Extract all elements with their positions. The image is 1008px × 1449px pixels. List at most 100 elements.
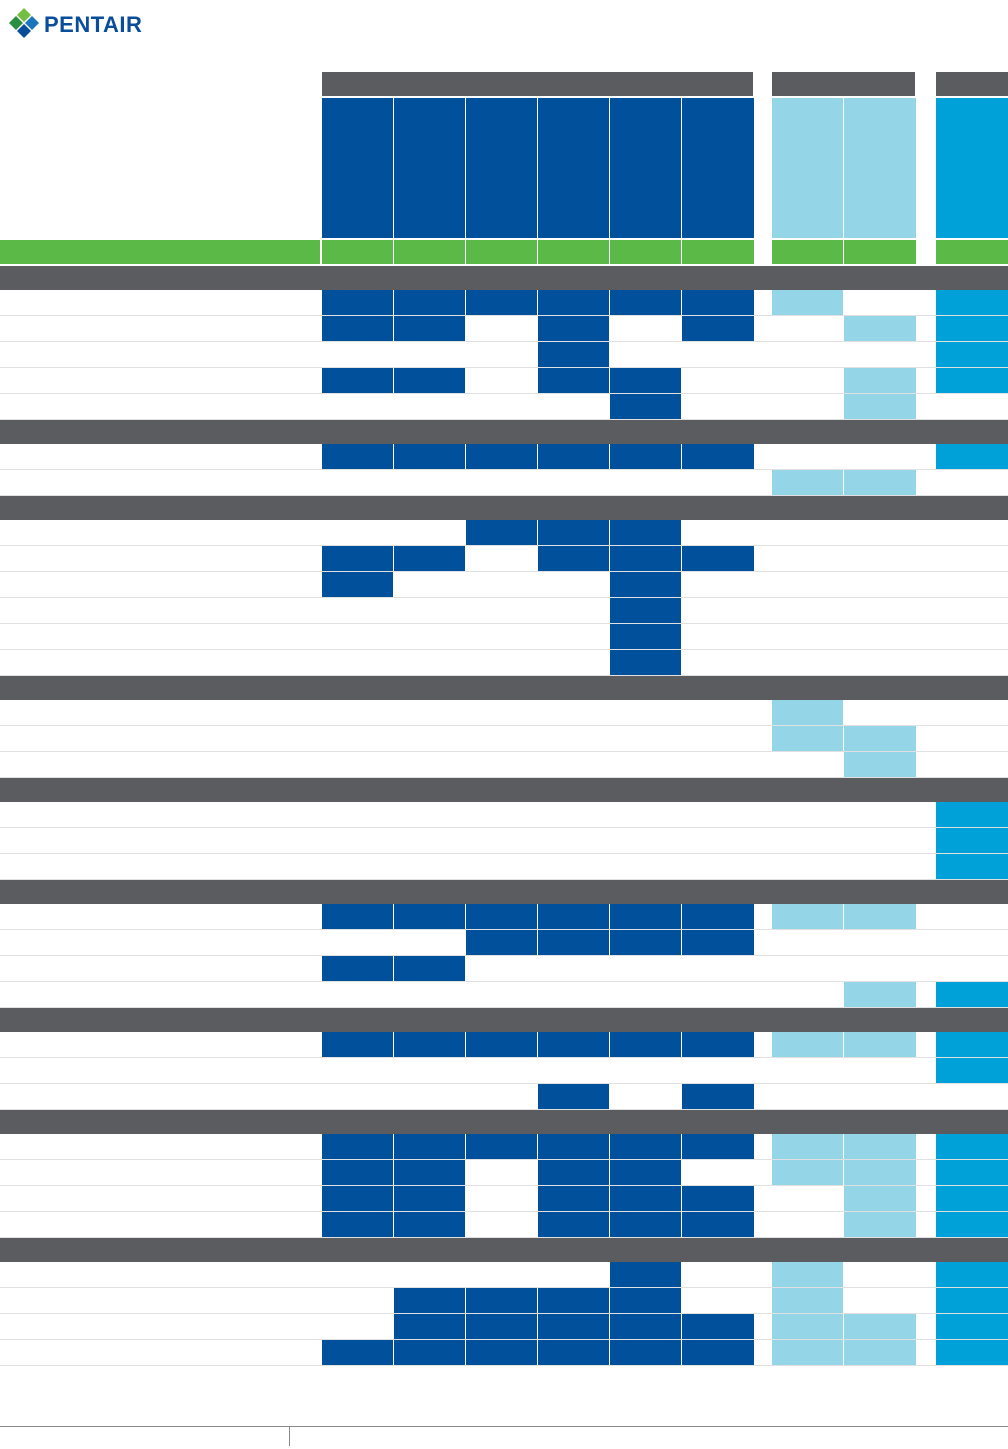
feature-cell	[322, 572, 393, 597]
feature-cell	[322, 444, 393, 469]
footer-divider	[289, 1426, 290, 1446]
row-label	[0, 1288, 318, 1313]
row-divider	[0, 981, 1008, 982]
column-header-c9	[936, 98, 1008, 238]
feature-cell	[682, 1314, 754, 1339]
row-label	[0, 1134, 318, 1159]
row-divider	[0, 495, 1008, 496]
column-header-c4	[538, 98, 609, 238]
feature-cell	[538, 930, 609, 955]
feature-cell	[322, 956, 393, 981]
row-label	[0, 1340, 318, 1365]
row-label	[0, 752, 318, 777]
feature-cell	[538, 520, 609, 545]
green-band-label	[0, 240, 320, 264]
feature-cell	[394, 1288, 465, 1313]
row-divider	[0, 1365, 1008, 1366]
feature-cell	[394, 290, 465, 315]
feature-cell	[772, 1340, 843, 1365]
row-divider	[0, 751, 1008, 752]
feature-cell	[466, 290, 537, 315]
row-label	[0, 520, 318, 545]
row-divider	[0, 469, 1008, 470]
column-header-c6	[682, 98, 754, 238]
feature-cell	[610, 1032, 681, 1057]
feature-cell	[394, 1160, 465, 1185]
feature-cell	[936, 1186, 1008, 1211]
feature-cell	[538, 1288, 609, 1313]
feature-cell	[682, 1212, 754, 1237]
feature-cell	[772, 1314, 843, 1339]
feature-cell	[538, 342, 609, 367]
feature-cell	[772, 904, 843, 929]
feature-cell	[936, 444, 1008, 469]
feature-cell	[466, 1032, 537, 1057]
feature-cell	[682, 316, 754, 341]
pentair-logo: PENTAIR	[8, 6, 178, 44]
feature-cell	[936, 342, 1008, 367]
group-header-b	[772, 72, 915, 96]
row-divider	[0, 649, 1008, 650]
green-band-c6	[682, 240, 754, 264]
row-divider	[0, 1007, 1008, 1008]
feature-cell	[772, 1160, 843, 1185]
feature-cell	[936, 1262, 1008, 1287]
feature-cell	[682, 290, 754, 315]
section-header	[0, 266, 1008, 290]
row-divider	[0, 1083, 1008, 1084]
section-header	[0, 778, 1008, 802]
feature-cell	[610, 1340, 681, 1365]
row-label	[0, 624, 318, 649]
section-header	[0, 496, 1008, 520]
green-band-c1	[322, 240, 393, 264]
row-label	[0, 1212, 318, 1237]
feature-cell	[610, 1314, 681, 1339]
feature-cell	[610, 1212, 681, 1237]
feature-cell	[936, 854, 1008, 879]
row-label	[0, 700, 318, 725]
feature-cell	[394, 904, 465, 929]
feature-cell	[844, 1134, 916, 1159]
row-divider	[0, 929, 1008, 930]
green-band-c9	[936, 240, 1008, 264]
row-label	[0, 368, 318, 393]
row-label	[0, 1058, 318, 1083]
feature-cell	[844, 752, 916, 777]
feature-cell	[682, 1340, 754, 1365]
row-label	[0, 1160, 318, 1185]
feature-cell	[844, 1032, 916, 1057]
feature-cell	[538, 1084, 609, 1109]
feature-cell	[844, 316, 916, 341]
row-label	[0, 598, 318, 623]
feature-cell	[538, 290, 609, 315]
feature-cell	[394, 1134, 465, 1159]
feature-cell	[322, 1032, 393, 1057]
feature-cell	[772, 1032, 843, 1057]
feature-cell	[610, 290, 681, 315]
row-divider	[0, 1313, 1008, 1314]
feature-cell	[538, 1134, 609, 1159]
feature-cell	[610, 930, 681, 955]
feature-cell	[844, 982, 916, 1007]
row-divider	[0, 1109, 1008, 1110]
feature-cell	[844, 394, 916, 419]
row-label	[0, 930, 318, 955]
row-label	[0, 394, 318, 419]
group-header-c	[936, 72, 1008, 96]
footer-rule	[0, 1426, 1008, 1427]
feature-cell	[772, 470, 843, 495]
feature-cell	[322, 1186, 393, 1211]
row-label	[0, 470, 318, 495]
brand-name: PENTAIR	[44, 12, 143, 37]
row-divider	[0, 725, 1008, 726]
row-divider	[0, 827, 1008, 828]
feature-cell	[682, 1186, 754, 1211]
feature-cell	[610, 1288, 681, 1313]
feature-cell	[936, 1160, 1008, 1185]
feature-cell	[682, 904, 754, 929]
row-divider	[0, 1237, 1008, 1238]
feature-cell	[610, 1262, 681, 1287]
feature-cell	[610, 546, 681, 571]
feature-cell	[610, 572, 681, 597]
row-label	[0, 726, 318, 751]
